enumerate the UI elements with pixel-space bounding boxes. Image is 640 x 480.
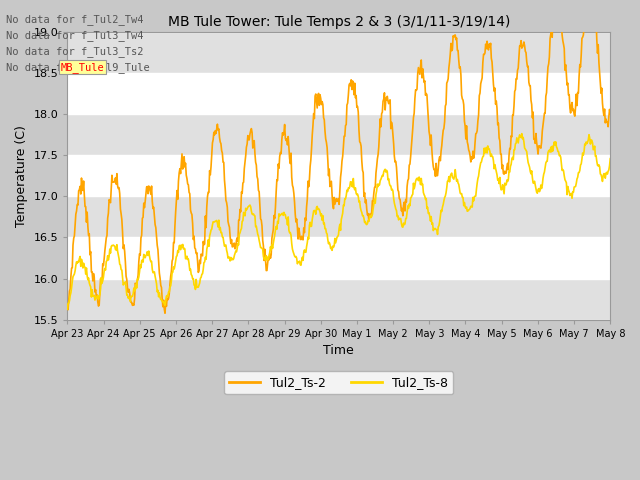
Legend: Tul2_Ts-2, Tul2_Ts-8: Tul2_Ts-2, Tul2_Ts-8 — [224, 371, 454, 394]
Text: No data for f_Tul3_Ts2: No data for f_Tul3_Ts2 — [6, 46, 144, 57]
Title: MB Tule Tower: Tule Temps 2 & 3 (3/1/11-3/19/14): MB Tule Tower: Tule Temps 2 & 3 (3/1/11-… — [168, 15, 510, 29]
Bar — [67, 114, 611, 155]
Text: No data for f_Tul2_Tw4: No data for f_Tul2_Tw4 — [6, 14, 144, 25]
Y-axis label: Temperature (C): Temperature (C) — [15, 125, 28, 227]
Bar — [67, 196, 611, 238]
Text: MB_Tule: MB_Tule — [61, 62, 104, 73]
Bar — [67, 278, 611, 320]
Text: No data for f_Tul3_Tw4: No data for f_Tul3_Tw4 — [6, 30, 144, 41]
X-axis label: Time: Time — [323, 344, 354, 357]
Text: No data for f_Tul9_Tule: No data for f_Tul9_Tule — [6, 62, 150, 73]
Bar — [67, 32, 611, 73]
